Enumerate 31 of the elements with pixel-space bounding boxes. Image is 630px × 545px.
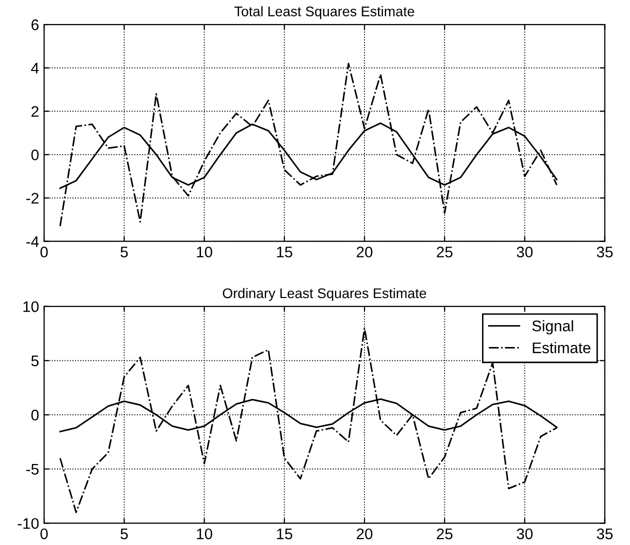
y-tick-label: -4 [26, 236, 39, 247]
x-tick-label: 20 [356, 246, 372, 258]
y-tick-label: -2 [26, 192, 38, 204]
y-tick-label: 4 [31, 62, 39, 74]
x-tick-label: 5 [120, 246, 128, 258]
y-tick-label: 0 [31, 410, 39, 420]
x-tick-label: 25 [436, 246, 452, 258]
chart-title: Ordinary Least Squares Estimate [222, 288, 426, 301]
x-tick-label: 30 [516, 246, 533, 258]
x-tick-label: 30 [516, 528, 533, 540]
y-tick-label: 2 [32, 106, 38, 117]
y-tick-label: 0 [31, 149, 39, 160]
x-tick-label: 15 [277, 528, 292, 540]
x-tick-label: 25 [436, 528, 452, 540]
x-tick-label: 0 [40, 528, 48, 540]
x-tick-label: 35 [596, 528, 613, 540]
y-tick-label: 10 [23, 301, 39, 312]
y-tick-label: -10 [18, 518, 39, 529]
y-tick-label: 6 [32, 19, 39, 30]
x-tick-label: 10 [196, 246, 212, 258]
chart-title: Total Least Squares Estimate [234, 6, 414, 20]
x-tick-label: 35 [596, 246, 613, 258]
x-tick-label: 10 [196, 528, 212, 540]
legend-label: Signal [532, 320, 574, 334]
x-tick-label: 20 [356, 528, 372, 540]
x-tick-label: 0 [40, 246, 48, 258]
legend-label: Estimate [532, 342, 590, 354]
y-tick-label: -5 [26, 464, 39, 475]
x-tick-label: 15 [277, 246, 292, 258]
x-tick-label: 5 [120, 528, 128, 540]
y-tick-label: 5 [31, 356, 39, 366]
